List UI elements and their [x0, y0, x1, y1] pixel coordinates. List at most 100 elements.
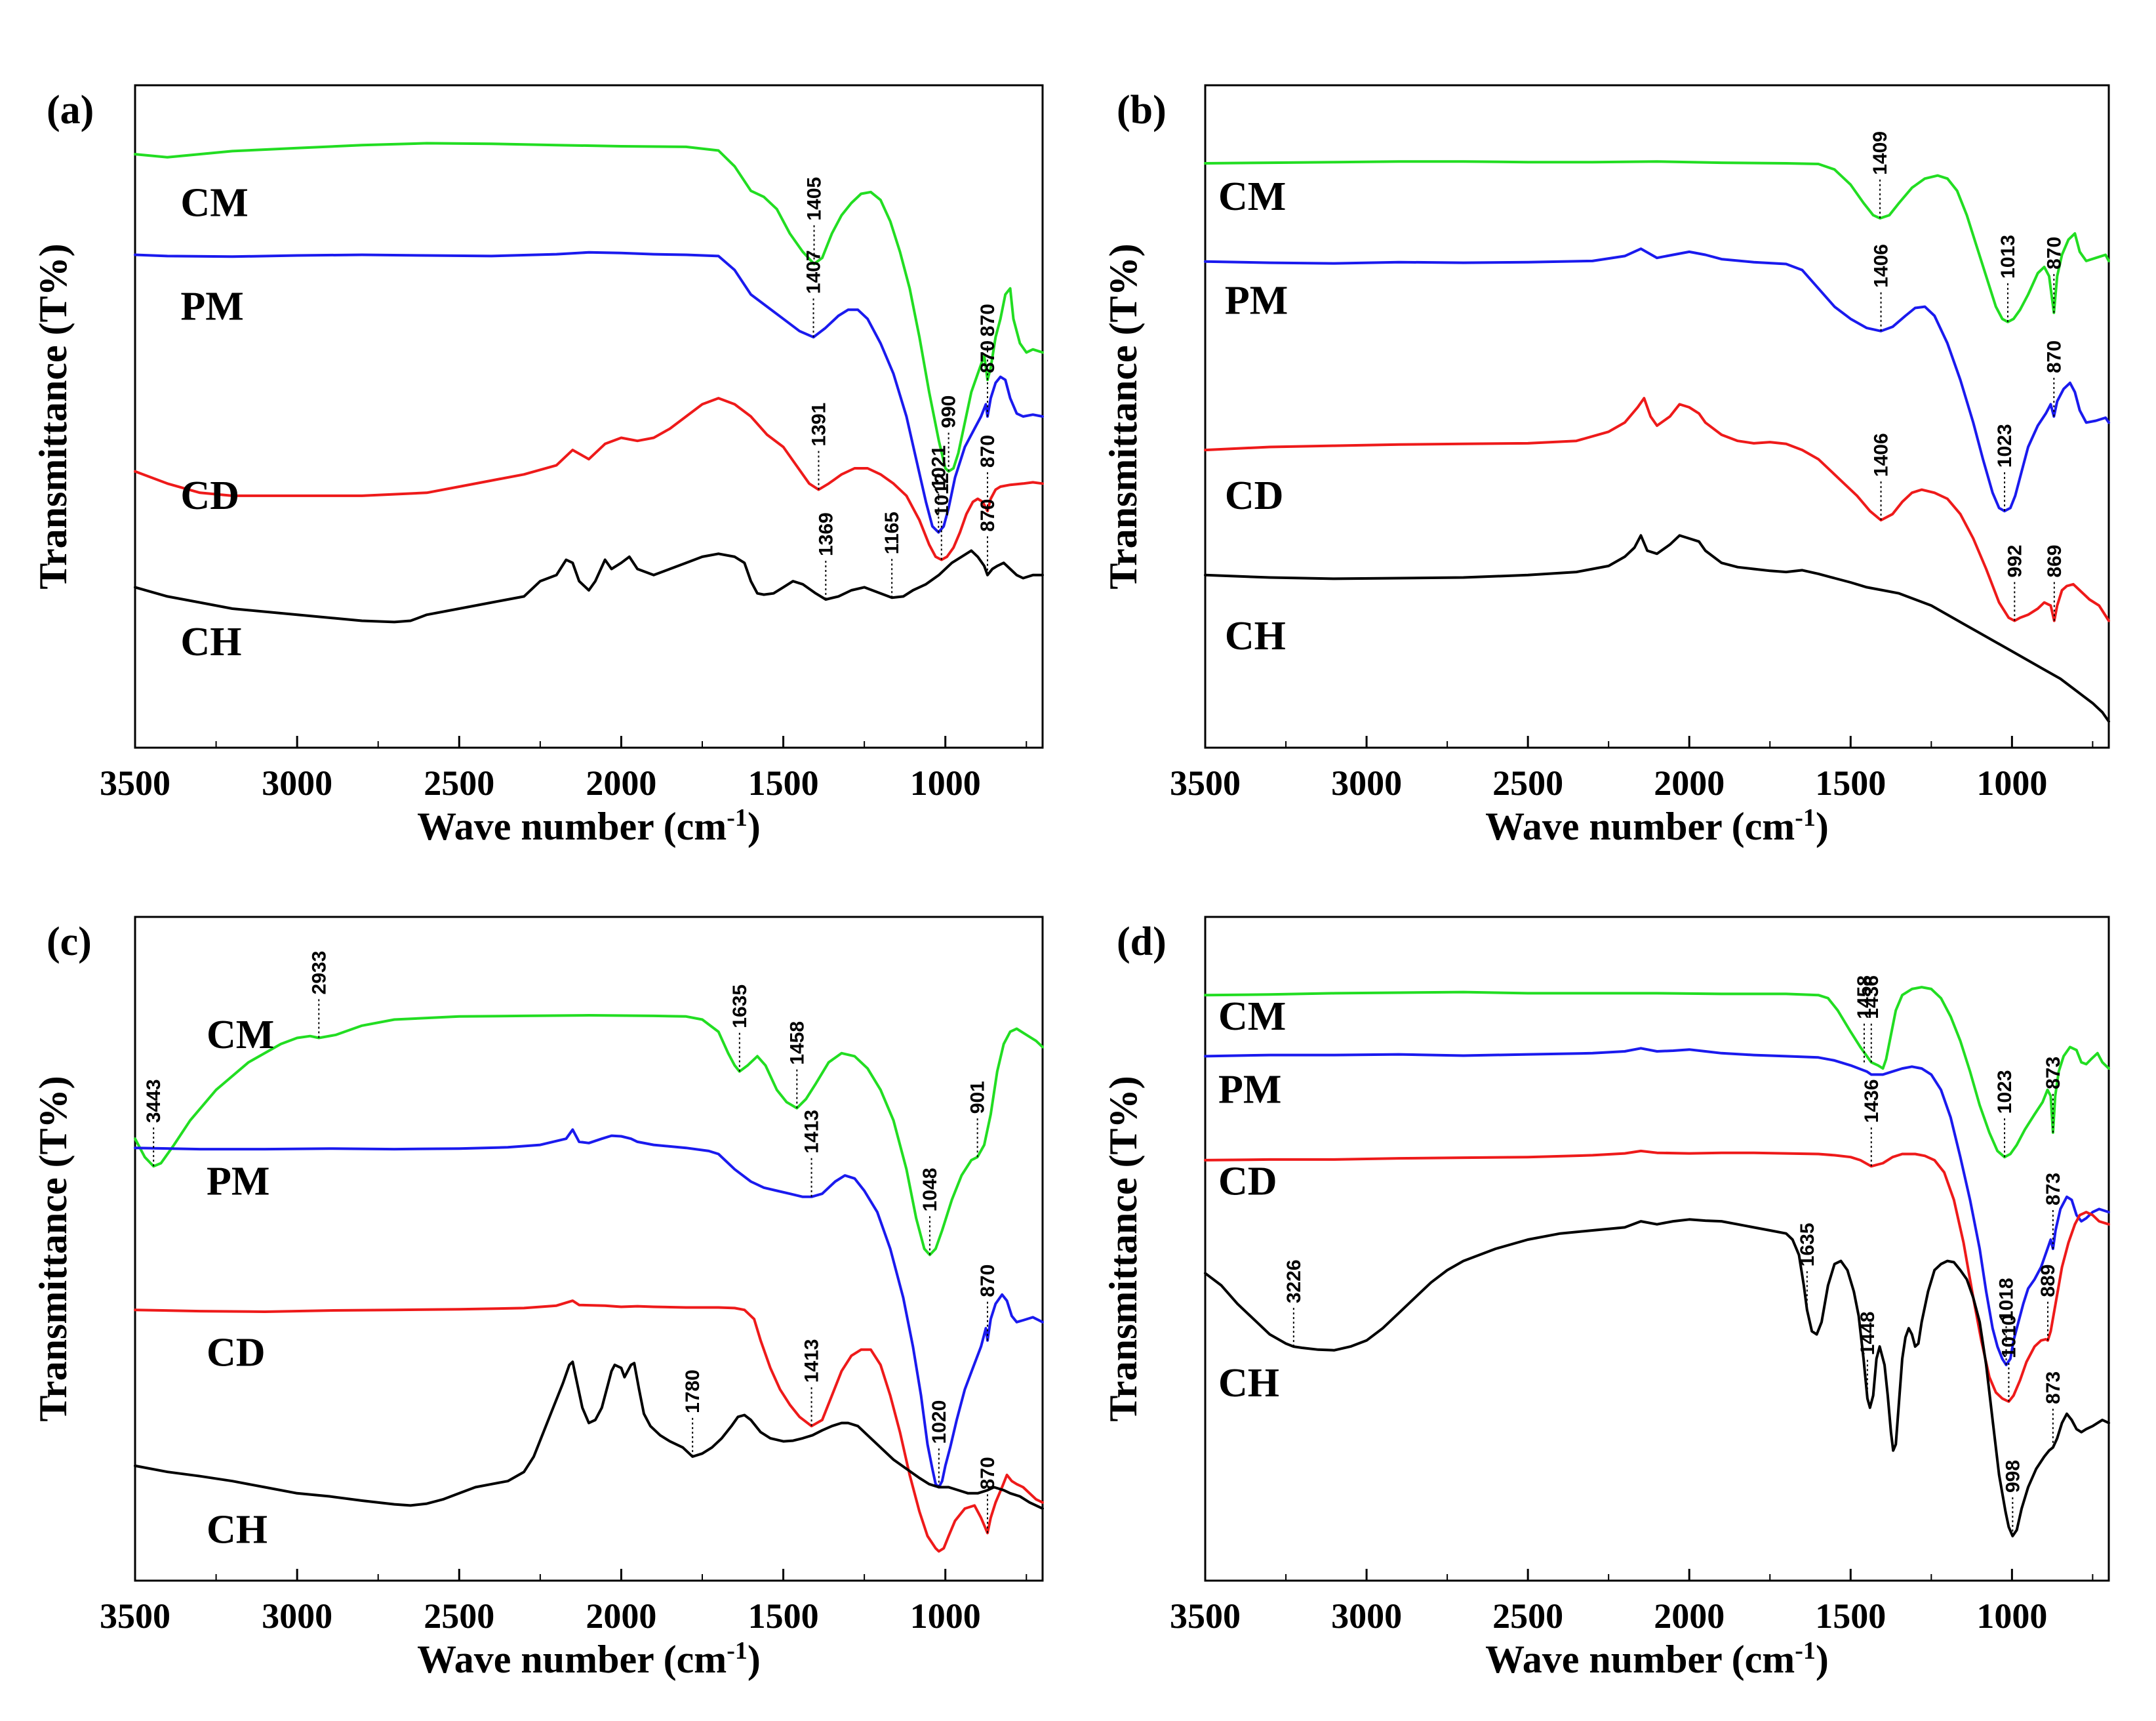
peak-label: 2933: [308, 951, 330, 995]
series-label-cd: CD: [1218, 1159, 1277, 1204]
peak-label: 1021: [928, 445, 949, 489]
series-label-cm: CM: [1218, 994, 1286, 1039]
peak-label: 1458: [786, 1021, 808, 1065]
peak-label: 870: [977, 1265, 999, 1297]
x-tick-label: 1500: [1815, 1596, 1886, 1636]
series-label-cd: CD: [180, 474, 239, 518]
peak-label: 1458: [1854, 975, 1875, 1019]
series-label-pm: PM: [180, 285, 243, 329]
peak-label: 870: [977, 1457, 999, 1489]
peak-label: 998: [2002, 1460, 2024, 1493]
panel-label: (d): [1117, 920, 1167, 964]
peak-label: 870: [2043, 237, 2065, 270]
peak-label: 870: [977, 435, 999, 468]
series-line-cm: [134, 142, 1044, 473]
peak-label: 1406: [1871, 244, 1892, 288]
peak-label: 870: [977, 499, 999, 532]
peak-label: 1436: [1861, 975, 1883, 1019]
x-tick-label: 2500: [424, 1596, 494, 1636]
x-tick-label: 1000: [910, 1596, 981, 1636]
peak-label: 1409: [1869, 131, 1891, 175]
peak-label: 1448: [1857, 1312, 1879, 1356]
peak-label: 990: [938, 395, 960, 428]
chart-panel-0: (a) 3500 3000 2500 2000 1500 1000 Wave number (…: [31, 84, 1044, 848]
x-tick-label: 3000: [262, 763, 332, 803]
peak-label: 873: [2043, 1057, 2064, 1089]
peak-label: 1369: [815, 512, 837, 556]
peak-label: 1391: [808, 403, 829, 447]
series-line-pm: [1204, 1047, 2110, 1367]
series-label-cd: CD: [1225, 474, 1284, 518]
series-line-cm: [1204, 986, 2110, 1159]
x-tick-label: 1500: [748, 763, 819, 803]
x-tick-label: 1500: [1815, 763, 1886, 803]
x-tick-label: 1500: [748, 1596, 819, 1636]
peak-label: 1780: [682, 1369, 704, 1413]
peak-label: 889: [2037, 1265, 2059, 1297]
peak-label: 1413: [801, 1339, 823, 1383]
x-axis-title: Wave number (cm-1): [417, 1637, 761, 1681]
series-label-pm: PM: [207, 1159, 270, 1204]
peak-label: 870: [977, 304, 999, 336]
peak-label: 1635: [1797, 1223, 1818, 1266]
peak-label: 1406: [1871, 433, 1892, 477]
peak-label: 3443: [143, 1079, 165, 1123]
peak-label: 1048: [919, 1168, 941, 1212]
series-line-ch: [1204, 1218, 2110, 1537]
series-line-pm: [134, 1128, 1044, 1489]
x-tick-label: 3000: [262, 1596, 332, 1636]
series-label-cd: CD: [207, 1330, 266, 1375]
peak-label: 1010: [1998, 1314, 2020, 1358]
peak-label: 1023: [1994, 1070, 2016, 1114]
x-axis-title: Wave number (cm-1): [417, 804, 761, 848]
x-tick-label: 2000: [1654, 763, 1725, 803]
series-label-cm: CM: [1218, 174, 1286, 219]
series-line-pm: [1204, 247, 2110, 513]
x-tick-label: 3500: [1170, 1596, 1241, 1636]
series-label-ch: CH: [180, 620, 241, 664]
x-tick-label: 3000: [1331, 1596, 1402, 1636]
y-axis-title: Transmittance (T%): [31, 243, 75, 589]
series-label-ch: CH: [1218, 1361, 1279, 1406]
series-label-cm: CM: [207, 1013, 274, 1057]
series-line-cm: [134, 1014, 1044, 1257]
panel-label: (c): [47, 920, 92, 964]
x-tick-label: 2000: [586, 763, 656, 803]
series-label-pm: PM: [1218, 1068, 1281, 1112]
series-label-ch: CH: [1225, 614, 1286, 658]
panel-label: (a): [47, 88, 94, 132]
panel-label: (b): [1117, 88, 1167, 132]
chart-panel-1: (b) 3500 3000 2500 2000 1500 1000 Wave number (…: [1102, 84, 2110, 848]
peak-label: 1023: [1994, 424, 2016, 468]
x-tick-label: 2500: [1492, 763, 1563, 803]
peak-label: 873: [2043, 1371, 2064, 1404]
chart-panel-2: (c) 3500 3000 2500 2000 1500 1000 Wave number (…: [31, 916, 1044, 1681]
series-line-cd: [1204, 1149, 2110, 1403]
peak-label: 873: [2043, 1173, 2064, 1205]
x-axis-title: Wave number (cm-1): [1485, 1637, 1829, 1681]
series-line-cd: [134, 397, 1044, 561]
x-tick-label: 1000: [1976, 763, 2047, 803]
series-line-pm: [134, 251, 1044, 534]
series-line-ch: [134, 1360, 1044, 1510]
plot-frame: [1204, 916, 2110, 1582]
series-line-cd: [1204, 397, 2110, 622]
x-tick-label: 2500: [424, 763, 494, 803]
x-tick-label: 1000: [1976, 1596, 2047, 1636]
x-tick-label: 3500: [1170, 763, 1241, 803]
y-axis-title: Transmittance (T%): [31, 1076, 75, 1421]
series-label-cm: CM: [180, 181, 248, 226]
y-axis-title: Transmittance (T%): [1102, 1076, 1145, 1421]
peak-label: 1413: [801, 1110, 823, 1154]
x-tick-label: 3500: [100, 1596, 170, 1636]
peak-label: 1407: [803, 250, 825, 294]
peak-label: 3226: [1283, 1259, 1305, 1303]
x-tick-label: 2000: [586, 1596, 656, 1636]
peak-label: 1020: [928, 1400, 950, 1444]
series-label-pm: PM: [1225, 278, 1288, 323]
peak-label: 1018: [1995, 1278, 2017, 1322]
x-tick-label: 2000: [1654, 1596, 1725, 1636]
chart-panel-3: (d) 3500 3000 2500 2000 1500 1000 Wave number (…: [1102, 916, 2110, 1681]
peak-label: 1165: [881, 512, 903, 554]
plot-frame: [134, 916, 1044, 1582]
